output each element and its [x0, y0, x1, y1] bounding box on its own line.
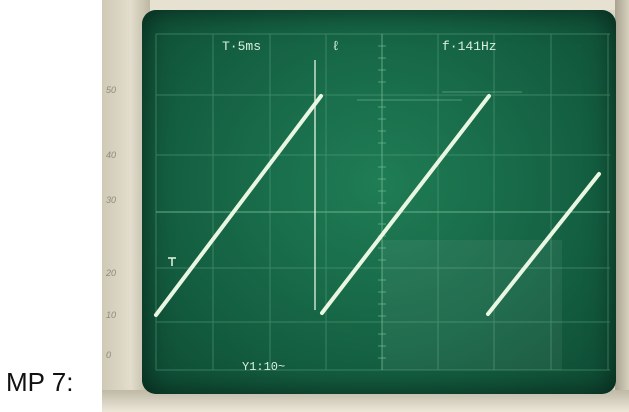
crt-screen: T·5ms ℓ f·141Hz Y1:10~	[142, 10, 616, 394]
bezel-right	[615, 0, 629, 412]
frequency-readout: f·141Hz	[442, 39, 497, 54]
sawtooth-ramp	[154, 94, 323, 317]
marker-readout: ℓ	[332, 39, 340, 54]
side-scale-label: 30	[106, 195, 117, 205]
sawtooth-ramp	[486, 172, 601, 316]
side-scale-label: 20	[106, 268, 117, 278]
screen-glare	[382, 240, 562, 370]
trigger-marker	[168, 257, 176, 266]
sawtooth-ramp	[320, 94, 491, 315]
side-scale-label: 40	[106, 150, 117, 160]
figure-caption: MP 7:	[6, 367, 74, 397]
side-scale-label: 10	[106, 310, 117, 320]
voltage-readout: Y1:10~	[242, 360, 285, 374]
bezel-bottom	[102, 390, 629, 412]
oscilloscope-photo: 50 40 30 20 10 0	[102, 0, 629, 412]
time-readout: T·5ms	[222, 39, 261, 54]
side-scale-label: 0	[106, 350, 112, 360]
bezel-top	[102, 0, 629, 10]
screen-graphics: T·5ms ℓ f·141Hz Y1:10~	[154, 33, 610, 374]
side-scale-label: 50	[106, 85, 117, 95]
axis-minor-ticks	[378, 45, 386, 359]
